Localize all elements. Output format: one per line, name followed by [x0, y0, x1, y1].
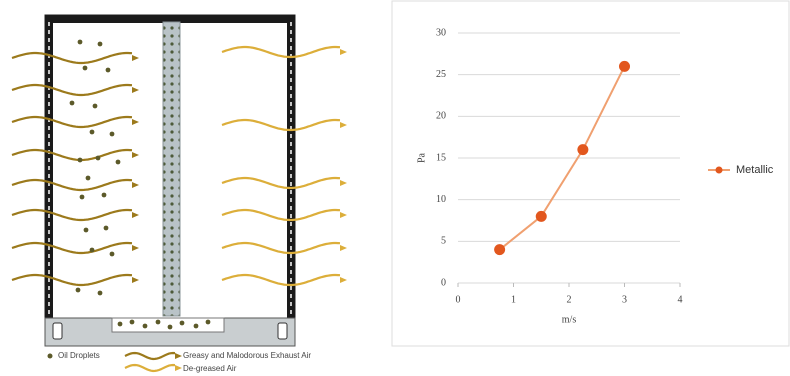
drip-pan	[111, 317, 225, 333]
oil-droplet	[109, 131, 115, 137]
data-point	[577, 144, 589, 156]
y-tick-label: 20	[436, 111, 446, 122]
chart-panel	[391, 0, 790, 347]
oil-droplet	[69, 100, 75, 106]
oil-droplet	[95, 155, 101, 161]
oil-droplet	[115, 159, 121, 165]
oil-droplet	[155, 319, 161, 325]
air-arrowhead	[175, 365, 182, 371]
air-arrowhead	[340, 122, 347, 128]
air-wave	[11, 178, 133, 192]
x-tick-label: 4	[678, 294, 683, 305]
oil-droplet	[97, 41, 103, 47]
data-point	[494, 244, 506, 256]
oil-droplet	[79, 194, 85, 200]
oil-droplet	[83, 227, 89, 233]
oil-droplet	[97, 290, 103, 296]
y-tick-label: 5	[441, 236, 446, 247]
y-tick-label: 15	[436, 152, 446, 163]
air-arrowhead	[132, 87, 139, 93]
oil-droplet	[103, 225, 109, 231]
air-flows	[11, 45, 347, 373]
legend-marker	[715, 166, 723, 174]
air-arrowhead	[132, 277, 139, 283]
oil-droplet	[205, 319, 211, 325]
y-tick-label: 0	[441, 277, 446, 288]
y-tick-label: 10	[436, 194, 446, 205]
top-bar	[45, 15, 295, 23]
air-wave	[11, 273, 133, 287]
y-axis-label: Pa	[416, 152, 427, 163]
air-wave	[124, 363, 176, 373]
legend-label: Oil Droplets	[58, 351, 100, 360]
air-wave	[11, 241, 133, 255]
legend-label: Metallic	[736, 164, 774, 176]
y-tick-label: 30	[436, 27, 446, 38]
oil-droplet	[179, 320, 185, 326]
air-wave	[11, 208, 133, 222]
air-arrowhead	[132, 55, 139, 61]
oil-droplet	[92, 103, 98, 109]
air-arrowhead	[340, 277, 347, 283]
tray-handle	[277, 322, 288, 340]
series-line	[498, 65, 626, 251]
oil-droplet	[75, 287, 81, 293]
air-wave	[124, 351, 176, 361]
air-arrowhead	[340, 180, 347, 186]
y-tick-label: 25	[436, 69, 446, 80]
legend-label: Greasy and Malodorous Exhaust Air	[183, 351, 311, 360]
oil-droplet	[77, 157, 83, 163]
air-wave	[11, 115, 133, 129]
oil-droplet	[105, 67, 111, 73]
x-axis-label: m/s	[562, 314, 577, 325]
air-arrowhead	[340, 212, 347, 218]
tray-handle	[52, 322, 63, 340]
oil-droplet	[89, 247, 95, 253]
air-arrowhead	[175, 353, 182, 359]
air-arrowhead	[132, 212, 139, 218]
air-arrowhead	[132, 119, 139, 125]
oil-droplet	[117, 321, 123, 327]
diagram: Oil Droplets Greasy and Malodorous Exhau…	[11, 14, 347, 373]
air-wave	[11, 83, 133, 97]
air-arrowhead	[132, 182, 139, 188]
x-tick-label: 3	[622, 294, 627, 305]
air-arrowhead	[340, 245, 347, 251]
air-wave	[221, 176, 341, 190]
x-tick-label: 0	[456, 294, 461, 305]
air-wave	[221, 273, 341, 287]
legend-dot	[47, 353, 53, 359]
oil-droplet	[85, 175, 91, 181]
oil-droplet	[167, 324, 173, 330]
filter	[162, 21, 181, 317]
oil-droplet	[129, 319, 135, 325]
oil-droplet	[193, 323, 199, 329]
air-arrowhead	[340, 49, 347, 55]
legend-label: De-greased Air	[183, 364, 237, 373]
air-wave	[11, 148, 133, 162]
data-point	[619, 60, 630, 72]
air-arrowhead	[132, 152, 139, 158]
oil-droplet	[77, 39, 83, 45]
oil-droplet	[89, 129, 95, 135]
data-point	[535, 210, 547, 222]
air-arrowhead	[132, 245, 139, 251]
x-tick-label: 2	[567, 294, 572, 305]
oil-droplets	[69, 39, 211, 330]
air-wave	[221, 118, 341, 132]
air-wave	[221, 208, 341, 222]
air-wave	[221, 241, 341, 255]
oil-droplet	[109, 251, 115, 257]
air-wave	[221, 45, 341, 59]
air-wave	[11, 51, 133, 65]
x-tick-label: 1	[511, 294, 516, 305]
oil-droplet	[101, 192, 107, 198]
oil-droplet	[142, 323, 148, 329]
oil-droplet	[82, 65, 88, 71]
